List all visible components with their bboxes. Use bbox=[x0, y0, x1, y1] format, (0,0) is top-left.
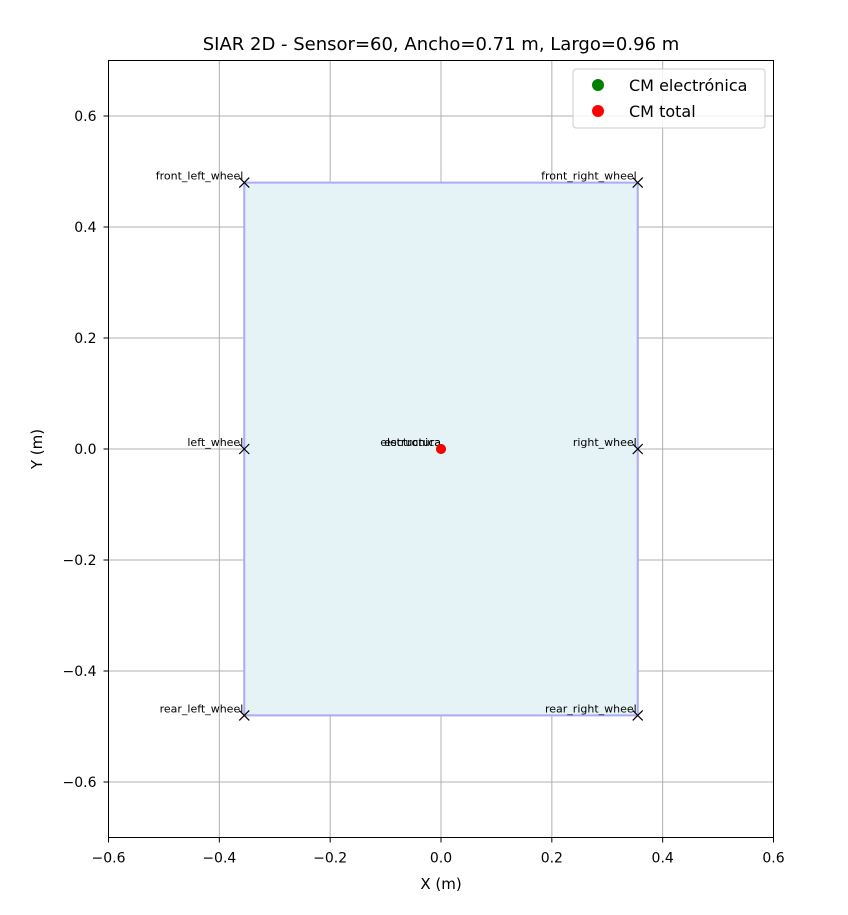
cm-point-total bbox=[436, 444, 446, 454]
x-tick-label: 0.6 bbox=[762, 851, 784, 867]
y-axis-label: Y (m) bbox=[28, 429, 46, 470]
wheel-x-stroke bbox=[238, 443, 250, 455]
legend-label: CM total bbox=[629, 102, 696, 121]
y-tick-label: 0.2 bbox=[74, 331, 96, 347]
wheel-label: front_right_wheel bbox=[541, 170, 637, 183]
wheel-label: rear_left_wheel bbox=[160, 702, 244, 715]
x-axis-label: X (m) bbox=[420, 875, 461, 893]
legend: CM electrónica CM total bbox=[572, 68, 766, 129]
y-tick-label: −0.6 bbox=[63, 775, 97, 791]
x-tick-label: −0.2 bbox=[313, 851, 347, 867]
wheel-label: left_wheel bbox=[187, 436, 243, 449]
wheel-marker-right-wheel bbox=[632, 443, 644, 455]
wheel-x-stroke bbox=[238, 709, 250, 721]
y-tick-label: −0.2 bbox=[63, 553, 97, 569]
wheel-label: front_left_wheel bbox=[156, 170, 244, 183]
legend-box bbox=[572, 68, 766, 129]
y-tick-label: 0.4 bbox=[74, 220, 96, 236]
y-tick-label: 0.0 bbox=[74, 442, 96, 458]
x-tick-label: 0.0 bbox=[430, 851, 452, 867]
wheel-label: right_wheel bbox=[573, 436, 637, 449]
wheel-marker-front-left-wheel bbox=[238, 177, 250, 189]
legend-marker bbox=[592, 105, 604, 117]
wheel-marker-left-wheel bbox=[238, 443, 250, 455]
x-tick-label: −0.4 bbox=[202, 851, 236, 867]
wheel-x-stroke bbox=[238, 177, 250, 189]
wheel-label: rear_right_wheel bbox=[545, 702, 637, 715]
component-label: electronica bbox=[380, 436, 441, 449]
chart-title: SIAR 2D - Sensor=60, Ancho=0.71 m, Largo… bbox=[203, 34, 680, 55]
wheel-x-stroke bbox=[632, 177, 644, 189]
y-tick-label: −0.4 bbox=[63, 664, 97, 680]
wheel-marker-rear-right-wheel bbox=[632, 709, 644, 721]
chart-marks: front_left_wheel front_right_wheel left_wh… bbox=[156, 170, 644, 721]
wheel-x-stroke bbox=[632, 443, 644, 455]
axis-ticks: −0.6 −0.4 −0.2 0.0 0.2 0.4 0.6 −0.6 −0.4 −0.2 0.0 0… bbox=[63, 109, 785, 867]
wheel-marker-rear-left-wheel bbox=[238, 709, 250, 721]
wheel-marker-front-right-wheel bbox=[632, 177, 644, 189]
x-tick-label: −0.6 bbox=[92, 851, 126, 867]
x-tick-label: 0.4 bbox=[652, 851, 674, 867]
x-tick-label: 0.2 bbox=[541, 851, 563, 867]
component-label: estructura bbox=[384, 436, 441, 449]
wheel-x-stroke bbox=[632, 709, 644, 721]
legend-label: CM electrónica bbox=[629, 76, 747, 95]
y-tick-label: 0.6 bbox=[74, 109, 96, 125]
legend-marker bbox=[592, 79, 604, 91]
